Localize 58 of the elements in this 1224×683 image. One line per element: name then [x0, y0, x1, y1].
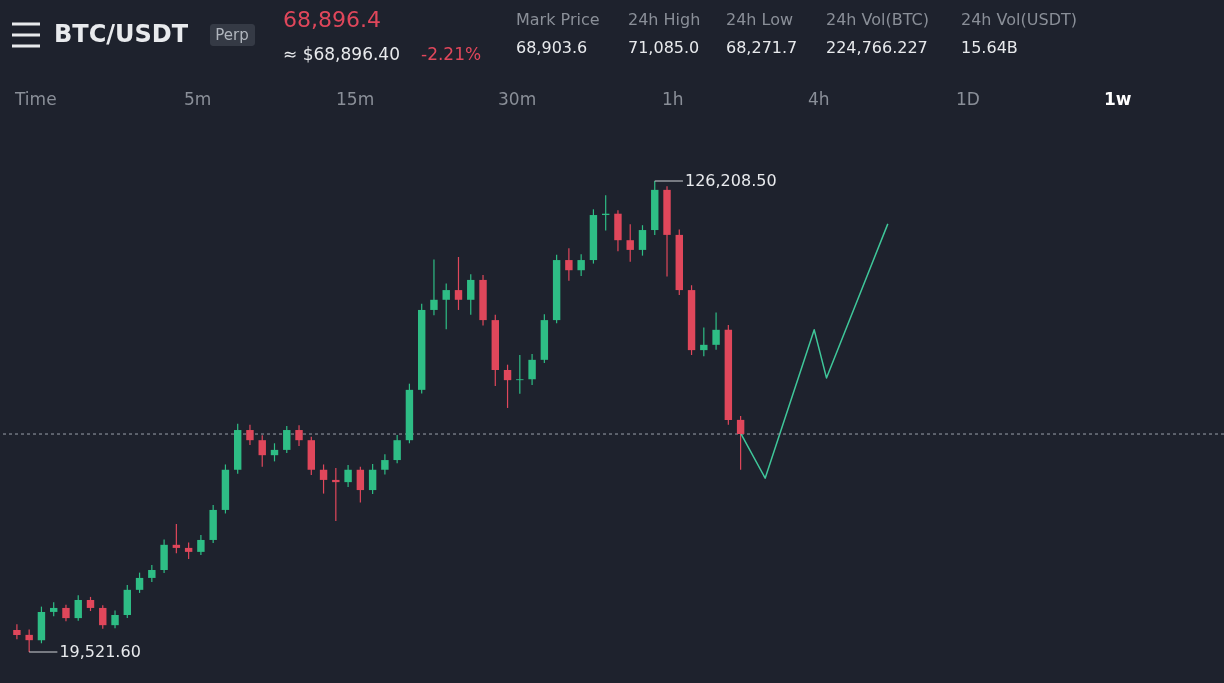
text: 15.64B — [961, 38, 1018, 57]
text: 30m — [498, 89, 537, 109]
candlestick — [700, 327, 708, 357]
candlestick — [99, 604, 107, 630]
candlestick — [258, 434, 266, 468]
text: -2.21% — [421, 44, 482, 64]
text: 4h — [808, 89, 830, 109]
candlestick — [356, 466, 365, 504]
text: 68,903.6 — [516, 38, 588, 57]
text: 5m — [184, 89, 212, 109]
text: 24h Vol(BTC) — [826, 10, 929, 29]
text: Mark Price — [516, 10, 600, 29]
candlestick — [381, 453, 389, 476]
candlestick — [503, 364, 512, 409]
candlestick — [712, 312, 720, 351]
text: 1w — [1104, 89, 1132, 109]
candlestick — [172, 523, 181, 554]
candlestick — [528, 353, 536, 386]
text: 71,085.0 — [628, 38, 700, 57]
text: 24h Low — [726, 10, 794, 29]
text: Time — [14, 89, 57, 109]
text: 24h High — [628, 10, 701, 29]
candlestick — [430, 259, 438, 316]
candlestick — [332, 467, 340, 522]
candlestick — [295, 424, 303, 447]
text: 68,271.7 — [726, 38, 798, 57]
annotation: 19,521.60 — [59, 642, 141, 661]
chart-title: BTC/USDT — [54, 20, 189, 48]
candlestick — [565, 247, 573, 282]
candlestick — [516, 354, 524, 395]
candlestick — [246, 424, 254, 446]
candlestick — [13, 623, 21, 640]
text: 1h — [662, 89, 684, 109]
candlestick — [368, 463, 377, 495]
annotation: 126,208.50 — [684, 171, 777, 190]
candlestick — [454, 256, 463, 311]
candlestick — [626, 223, 634, 263]
text: 68,896.4 — [283, 7, 381, 32]
candlestick — [74, 594, 82, 622]
candlestick — [25, 628, 33, 653]
candlestick — [283, 425, 291, 454]
text: ≈ $68,896.40 — [283, 44, 400, 64]
candlestick — [638, 224, 647, 257]
candlestick — [197, 534, 205, 556]
text: 15m — [336, 89, 375, 109]
text: 24h Vol(USDT) — [961, 10, 1077, 29]
candlestick — [319, 463, 328, 495]
text: 1D — [956, 89, 980, 109]
candlestick — [393, 434, 401, 464]
candlestick — [467, 273, 475, 316]
candlestick — [736, 415, 745, 471]
candlestick — [344, 464, 352, 488]
chart-subtitle: Perp — [215, 26, 249, 44]
candlestick — [270, 442, 279, 462]
text: 224,766.227 — [826, 38, 928, 57]
candlestick — [442, 282, 450, 330]
candlestick — [577, 253, 585, 277]
candlestick — [135, 572, 144, 594]
